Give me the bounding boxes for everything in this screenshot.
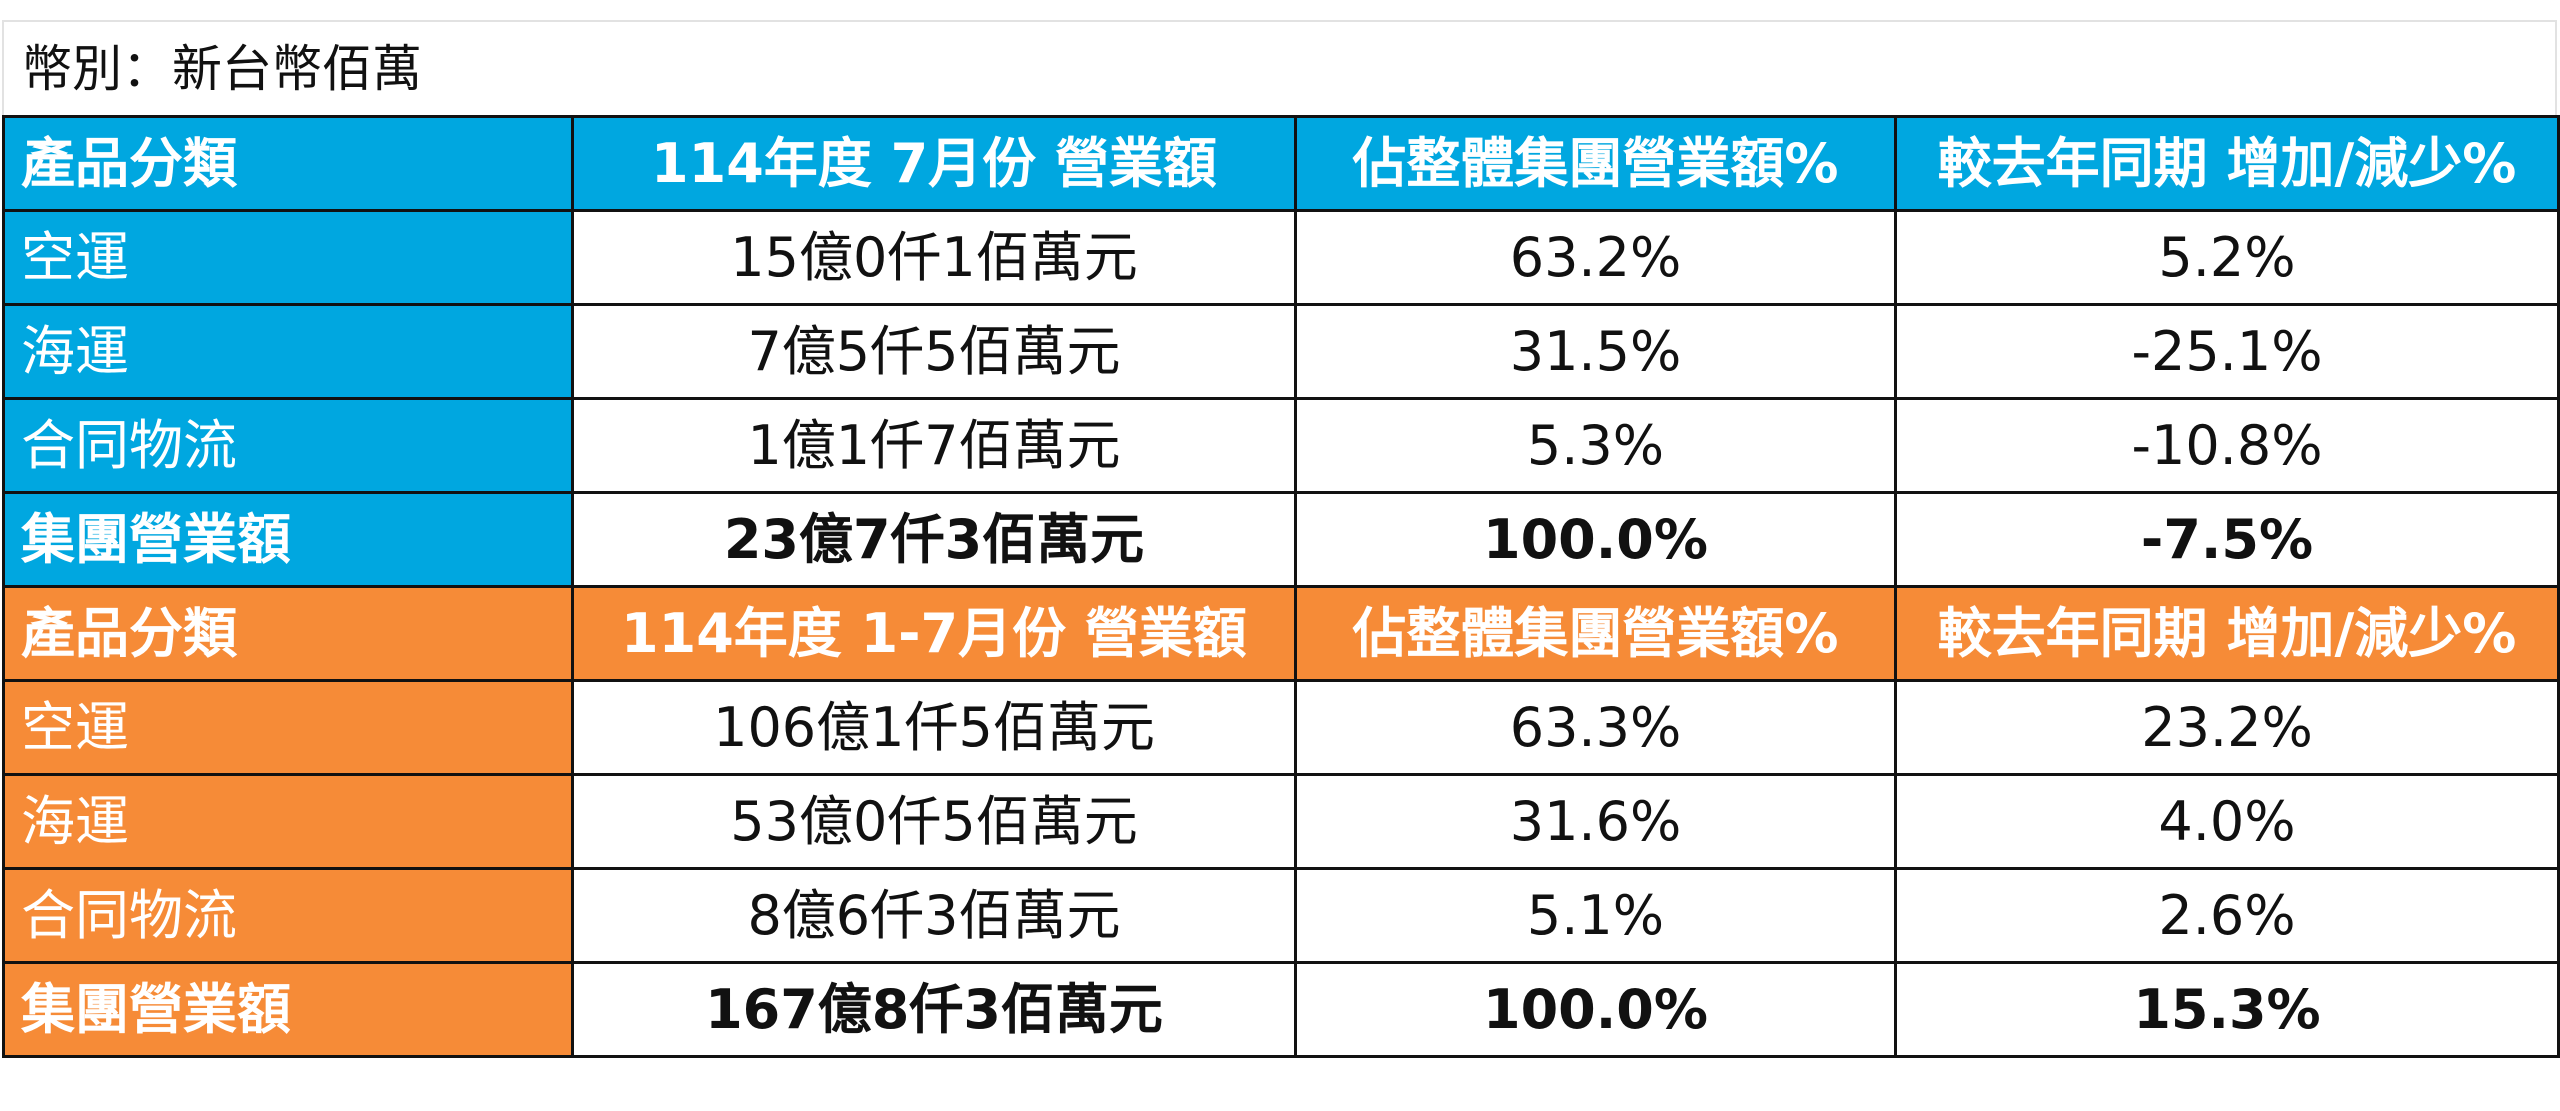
monthly-total-row: 集團營業額 23億7仟3佰萬元 100.0% -7.5% <box>2 491 2560 588</box>
row-share: 5.1% <box>1294 867 1897 964</box>
ytd-header-row: 產品分類 114年度 1-7月份 營業額 佔整體集團營業額% 較去年同期 增加/… <box>2 585 2560 682</box>
currency-unit-header: 幣別：新台幣佰萬 <box>2 20 2557 115</box>
row-revenue: 7億5仟5佰萬元 <box>571 303 1297 400</box>
row-yoy: 5.2% <box>1894 209 2560 306</box>
monthly-header-row: 產品分類 114年度 7月份 營業額 佔整體集團營業額% 較去年同期 增加/減少… <box>2 115 2560 212</box>
row-yoy: 4.0% <box>1894 773 2560 870</box>
row-share: 5.3% <box>1294 397 1897 494</box>
revenue-table: 產品分類 114年度 7月份 營業額 佔整體集團營業額% 較去年同期 增加/減少… <box>2 115 2560 1058</box>
row-category: 合同物流 <box>2 397 574 494</box>
header-yoy: 較去年同期 增加/減少% <box>1894 585 2560 682</box>
total-share: 100.0% <box>1294 961 1897 1058</box>
table-row: 海運 7億5仟5佰萬元 31.5% -25.1% <box>2 303 2560 400</box>
row-yoy: 2.6% <box>1894 867 2560 964</box>
row-category: 空運 <box>2 679 574 776</box>
header-share: 佔整體集團營業額% <box>1294 115 1897 212</box>
row-revenue: 53億0仟5佰萬元 <box>571 773 1297 870</box>
currency-unit-label: 幣別：新台幣佰萬 <box>22 40 422 98</box>
ytd-total-row: 集團營業額 167億8仟3佰萬元 100.0% 15.3% <box>2 961 2560 1058</box>
total-category: 集團營業額 <box>2 491 574 588</box>
row-category: 空運 <box>2 209 574 306</box>
row-yoy: 23.2% <box>1894 679 2560 776</box>
row-share: 63.3% <box>1294 679 1897 776</box>
header-revenue: 114年度 1-7月份 營業額 <box>571 585 1297 682</box>
header-category: 產品分類 <box>2 115 574 212</box>
row-share: 31.5% <box>1294 303 1897 400</box>
header-share: 佔整體集團營業額% <box>1294 585 1897 682</box>
row-revenue: 106億1仟5佰萬元 <box>571 679 1297 776</box>
row-category: 海運 <box>2 773 574 870</box>
row-revenue: 8億6仟3佰萬元 <box>571 867 1297 964</box>
total-category: 集團營業額 <box>2 961 574 1058</box>
row-yoy: -25.1% <box>1894 303 2560 400</box>
table-row: 空運 106億1仟5佰萬元 63.3% 23.2% <box>2 679 2560 776</box>
total-yoy: 15.3% <box>1894 961 2560 1058</box>
row-share: 63.2% <box>1294 209 1897 306</box>
row-revenue: 1億1仟7佰萬元 <box>571 397 1297 494</box>
total-revenue: 167億8仟3佰萬元 <box>571 961 1297 1058</box>
table-row: 合同物流 8億6仟3佰萬元 5.1% 2.6% <box>2 867 2560 964</box>
table-row: 空運 15億0仟1佰萬元 63.2% 5.2% <box>2 209 2560 306</box>
row-category: 海運 <box>2 303 574 400</box>
table-row: 合同物流 1億1仟7佰萬元 5.3% -10.8% <box>2 397 2560 494</box>
row-revenue: 15億0仟1佰萬元 <box>571 209 1297 306</box>
row-share: 31.6% <box>1294 773 1897 870</box>
total-share: 100.0% <box>1294 491 1897 588</box>
total-revenue: 23億7仟3佰萬元 <box>571 491 1297 588</box>
total-yoy: -7.5% <box>1894 491 2560 588</box>
header-category: 產品分類 <box>2 585 574 682</box>
row-category: 合同物流 <box>2 867 574 964</box>
header-yoy: 較去年同期 增加/減少% <box>1894 115 2560 212</box>
header-revenue: 114年度 7月份 營業額 <box>571 115 1297 212</box>
row-yoy: -10.8% <box>1894 397 2560 494</box>
table-row: 海運 53億0仟5佰萬元 31.6% 4.0% <box>2 773 2560 870</box>
